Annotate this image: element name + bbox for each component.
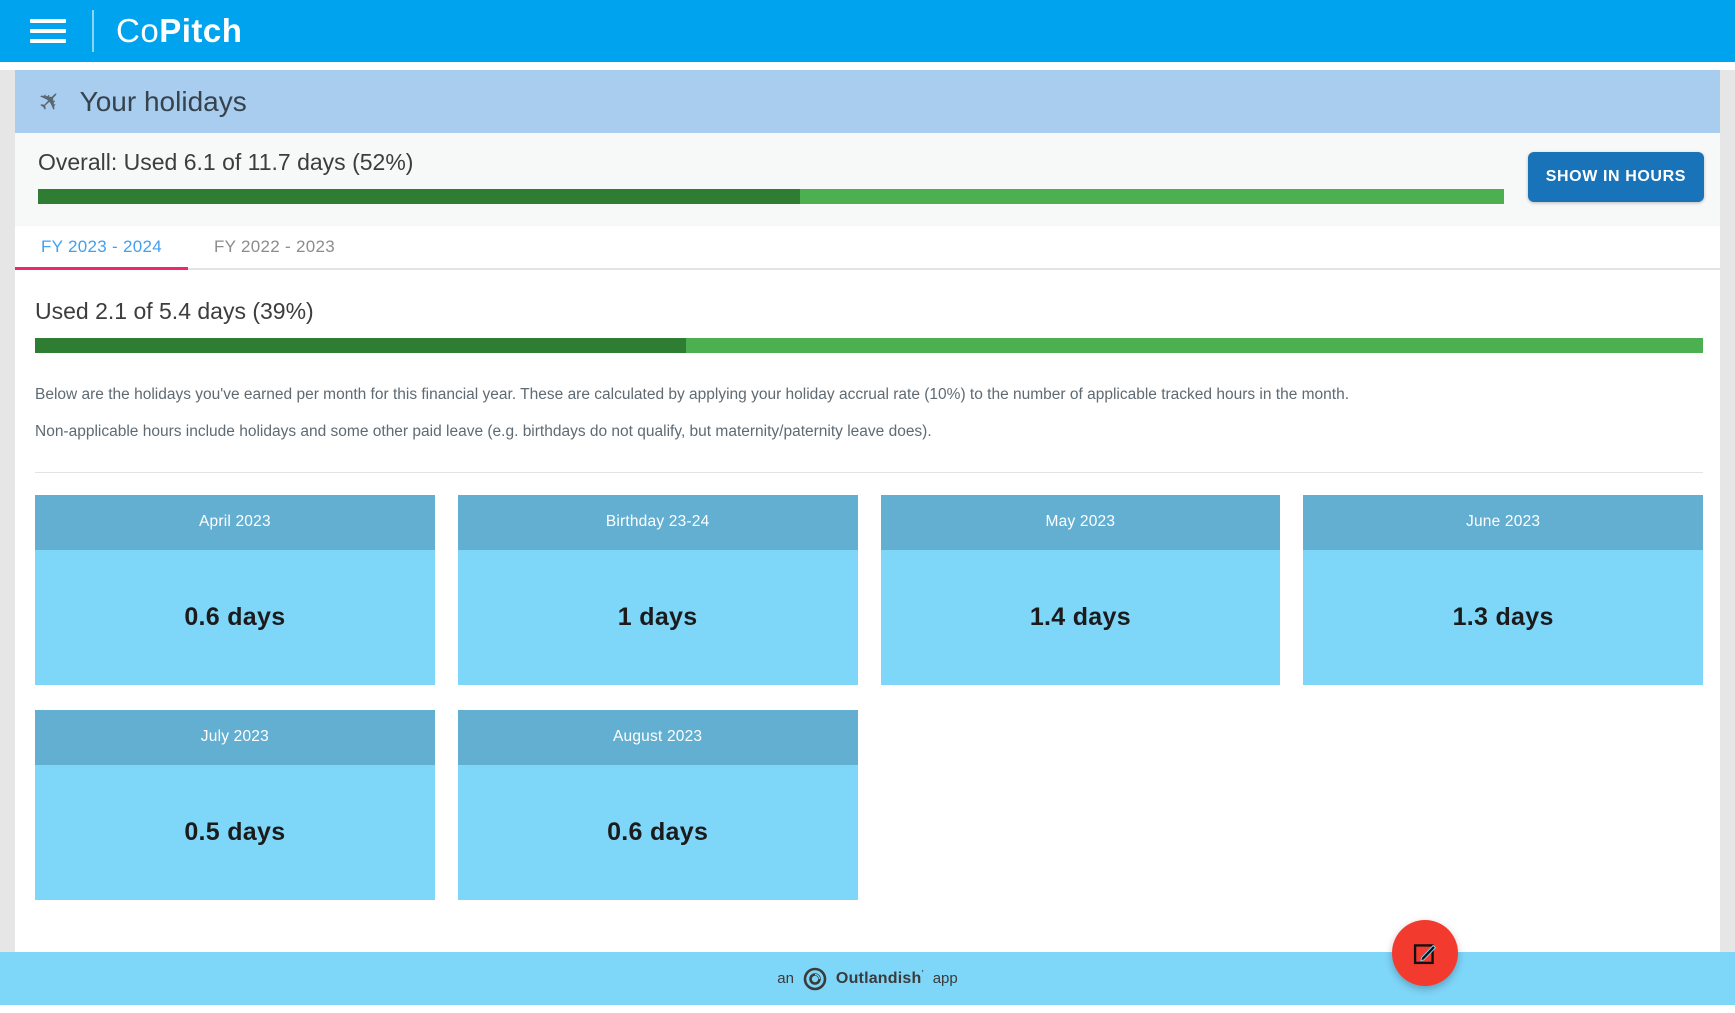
month-card-value: 1 days [617, 602, 698, 631]
fiscal-year-tabs: FY 2023 - 2024 FY 2022 - 2023 [15, 226, 1720, 270]
fy-description-line2: Non-applicable hours include holidays an… [35, 423, 932, 441]
menu-icon[interactable] [30, 19, 66, 43]
month-card: April 2023 0.6 days [35, 494, 435, 685]
month-card-value: 0.6 days [607, 817, 709, 846]
fy-usage-label: Used 2.1 of 5.4 days (39%) [35, 298, 314, 324]
month-card-title: Birthday 23-24 [457, 494, 858, 550]
fy-detail-section: Used 2.1 of 5.4 days (39%) Below are the… [15, 298, 1720, 900]
footer-brand-name: Outlandish [835, 970, 922, 987]
outlandish-logo-icon [803, 967, 827, 990]
month-card-value: 1.3 days [1452, 602, 1554, 631]
page-title: Your holidays [79, 85, 247, 117]
fy-progress-fill [35, 338, 686, 353]
footer-suffix: app [932, 970, 958, 987]
footer-prefix: an [777, 970, 794, 987]
overall-usage-label: Overall: Used 6.1 of 11.7 days (52%) [38, 149, 414, 175]
fy-description: Below are the holidays you've earned per… [35, 383, 1703, 444]
app-footer: an Outlandish’ app [0, 952, 1735, 1005]
month-card-title: April 2023 [35, 494, 435, 550]
month-card-value: 0.5 days [184, 817, 286, 846]
app-logo: CoPitch [116, 12, 242, 50]
month-card: June 2023 1.3 days [1303, 494, 1703, 685]
edit-fab-button[interactable] [1392, 920, 1458, 986]
fy-description-line1: Below are the holidays you've earned per… [35, 386, 1350, 403]
month-card-value: 0.6 days [184, 602, 286, 631]
footer-brand: Outlandish’ [836, 969, 924, 988]
month-card-value: 1.4 days [1029, 602, 1131, 631]
overall-usage-section: Overall: Used 6.1 of 11.7 days (52%) SHO… [15, 133, 1720, 226]
airplane-icon: ✈ [31, 82, 69, 120]
tab-fy-2023-2024[interactable]: FY 2023 - 2024 [15, 226, 188, 270]
month-card-title: July 2023 [35, 709, 435, 765]
section-divider [35, 471, 1703, 473]
footer-brand-mark: ’ [921, 969, 924, 980]
topbar-gap [0, 62, 1735, 70]
edit-icon [1413, 944, 1437, 965]
monthly-holidays-grid: April 2023 0.6 days Birthday 23-24 1 day… [35, 494, 1703, 900]
top-app-bar: CoPitch [0, 0, 1735, 62]
month-card-title: June 2023 [1303, 494, 1703, 550]
main-content-card: ✈ Your holidays Overall: Used 6.1 of 11.… [15, 70, 1720, 952]
month-card: July 2023 0.5 days [35, 709, 435, 900]
bottom-strip [0, 1005, 1735, 1013]
overall-progress-fill [38, 189, 801, 204]
fy-progress-bar [35, 338, 1703, 353]
month-card: Birthday 23-24 1 days [457, 494, 858, 685]
month-card: August 2023 0.6 days [457, 709, 858, 900]
month-card-title: May 2023 [880, 494, 1281, 550]
show-in-hours-button[interactable]: SHOW IN HOURS [1527, 151, 1704, 202]
app-logo-pitch: Pitch [159, 12, 243, 49]
topbar-divider [92, 10, 94, 52]
month-card-title: August 2023 [457, 709, 858, 765]
tab-fy-2022-2023[interactable]: FY 2022 - 2023 [213, 236, 336, 256]
month-card: May 2023 1.4 days [880, 494, 1281, 685]
page-title-band: ✈ Your holidays [15, 70, 1720, 133]
app-logo-co: Co [116, 12, 160, 49]
overall-progress-bar [38, 189, 1504, 204]
